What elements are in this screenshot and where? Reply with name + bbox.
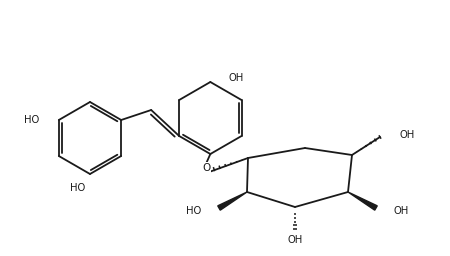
Polygon shape xyxy=(218,192,247,210)
Text: OH: OH xyxy=(400,130,415,140)
Text: HO: HO xyxy=(70,183,85,193)
Text: HO: HO xyxy=(23,115,39,125)
Text: HO: HO xyxy=(186,206,201,216)
Polygon shape xyxy=(348,192,377,210)
Text: OH: OH xyxy=(394,206,409,216)
Text: O: O xyxy=(202,163,211,173)
Text: OH: OH xyxy=(228,73,243,83)
Text: OH: OH xyxy=(288,235,302,245)
